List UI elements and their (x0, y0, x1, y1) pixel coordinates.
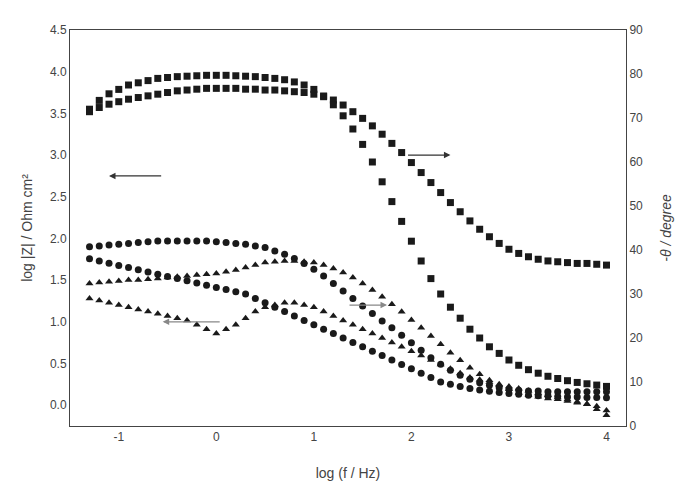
svg-text:-θ / degree: -θ / degree (658, 194, 674, 262)
svg-text:1: 1 (311, 430, 318, 444)
svg-text:2.0: 2.0 (50, 232, 67, 246)
svg-text:log |Z| / Ohm cm²: log |Z| / Ohm cm² (19, 174, 35, 282)
svg-text:3: 3 (506, 430, 513, 444)
svg-text:40: 40 (629, 243, 643, 257)
svg-text:2: 2 (408, 430, 415, 444)
svg-text:80: 80 (629, 67, 643, 81)
svg-text:70: 70 (629, 111, 643, 125)
svg-text:4: 4 (603, 430, 610, 444)
svg-text:1.0: 1.0 (50, 315, 67, 329)
svg-text:-1: -1 (113, 430, 124, 444)
svg-text:2.5: 2.5 (50, 190, 67, 204)
svg-text:0.0: 0.0 (50, 398, 67, 412)
svg-text:30: 30 (629, 287, 643, 301)
svg-text:0: 0 (629, 419, 636, 433)
svg-text:log (f / Hz): log (f / Hz) (316, 465, 381, 481)
svg-text:4.0: 4.0 (50, 65, 67, 79)
svg-text:3.0: 3.0 (50, 148, 67, 162)
svg-text:0.5: 0.5 (50, 357, 67, 371)
svg-text:1.5: 1.5 (50, 273, 67, 287)
svg-text:10: 10 (629, 375, 643, 389)
svg-text:3.5: 3.5 (50, 107, 67, 121)
svg-text:4.5: 4.5 (50, 23, 67, 37)
svg-text:20: 20 (629, 331, 643, 345)
svg-text:90: 90 (629, 23, 643, 37)
svg-text:50: 50 (629, 199, 643, 213)
svg-text:0: 0 (213, 430, 220, 444)
svg-text:60: 60 (629, 155, 643, 169)
